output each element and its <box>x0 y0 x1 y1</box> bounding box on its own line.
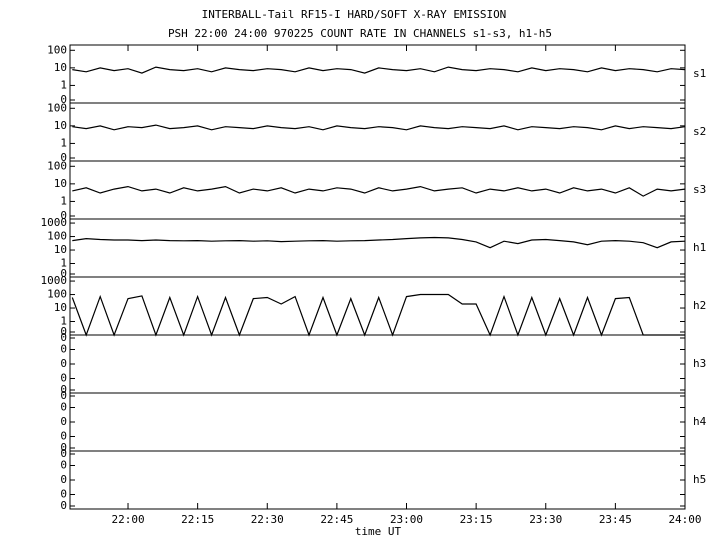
y-tick-label: 100 <box>47 159 67 172</box>
x-tick-label: 23:00 <box>390 513 423 526</box>
x-tick-label: 22:45 <box>320 513 353 526</box>
y-tick-label: 1 <box>60 257 67 270</box>
y-tick-label: 0 <box>60 459 67 472</box>
y-tick-label: 10 <box>54 177 67 190</box>
panel-label: h1 <box>693 241 706 254</box>
y-tick-label: 1 <box>60 136 67 149</box>
y-tick-label: 1000 <box>41 274 68 287</box>
y-tick-label: 0 <box>60 331 67 344</box>
y-tick-label: 0 <box>60 267 67 280</box>
series-line <box>71 293 685 337</box>
panel-label: h3 <box>693 357 706 370</box>
y-tick-label: 0 <box>60 93 67 106</box>
y-tick-label: 1 <box>60 194 67 207</box>
chart-title: INTERBALL-Tail RF15-I HARD/SOFT X-RAY EM… <box>202 8 507 21</box>
y-tick-label: 100 <box>47 101 67 114</box>
panel-label: h4 <box>693 415 707 428</box>
y-tick-label: 0 <box>60 325 67 338</box>
y-tick-label: 0 <box>60 441 67 454</box>
y-tick-label: 0 <box>60 447 67 460</box>
y-tick-label: 0 <box>60 343 67 356</box>
panel-label: h2 <box>693 299 706 312</box>
series-line <box>72 66 686 74</box>
y-tick-label: 1000 <box>41 216 68 229</box>
y-tick-label: 1 <box>60 78 67 91</box>
x-axis-label: time UT <box>355 525 402 538</box>
y-tick-label: 10 <box>54 301 67 314</box>
y-tick-label: 0 <box>60 383 67 396</box>
x-tick-label: 22:15 <box>181 513 214 526</box>
y-tick-label: 0 <box>60 372 67 385</box>
y-tick-label: 0 <box>60 401 67 414</box>
panel-label: h5 <box>693 473 706 486</box>
y-tick-label: 10 <box>54 243 67 256</box>
y-tick-label: 0 <box>60 209 67 222</box>
y-tick-label: 0 <box>60 499 67 512</box>
y-tick-label: 100 <box>47 230 67 243</box>
chart-subtitle: PSH 22:00 24:00 970225 COUNT RATE IN CHA… <box>168 27 552 40</box>
y-tick-label: 10 <box>54 119 67 132</box>
y-tick-label: 0 <box>60 389 67 402</box>
x-tick-label: 24:00 <box>668 513 701 526</box>
y-tick-label: 100 <box>47 43 67 56</box>
x-tick-label: 23:45 <box>599 513 632 526</box>
x-tick-label: 23:30 <box>529 513 562 526</box>
y-tick-label: 0 <box>60 415 67 428</box>
panel-label: s2 <box>693 125 706 138</box>
y-tick-label: 0 <box>60 473 67 486</box>
panel-label: s1 <box>693 67 706 80</box>
series-line <box>72 236 686 249</box>
series-line <box>72 185 686 197</box>
y-tick-label: 10 <box>54 61 67 74</box>
y-tick-label: 0 <box>60 151 67 164</box>
y-tick-label: 0 <box>60 488 67 501</box>
y-tick-label: 100 <box>47 288 67 301</box>
y-tick-label: 0 <box>60 357 67 370</box>
x-tick-label: 23:15 <box>460 513 493 526</box>
y-tick-label: 1 <box>60 315 67 328</box>
panel-label: s3 <box>693 183 706 196</box>
series-line <box>72 124 686 131</box>
y-tick-label: 0 <box>60 430 67 443</box>
x-tick-label: 22:30 <box>251 513 284 526</box>
x-tick-label: 22:00 <box>111 513 144 526</box>
